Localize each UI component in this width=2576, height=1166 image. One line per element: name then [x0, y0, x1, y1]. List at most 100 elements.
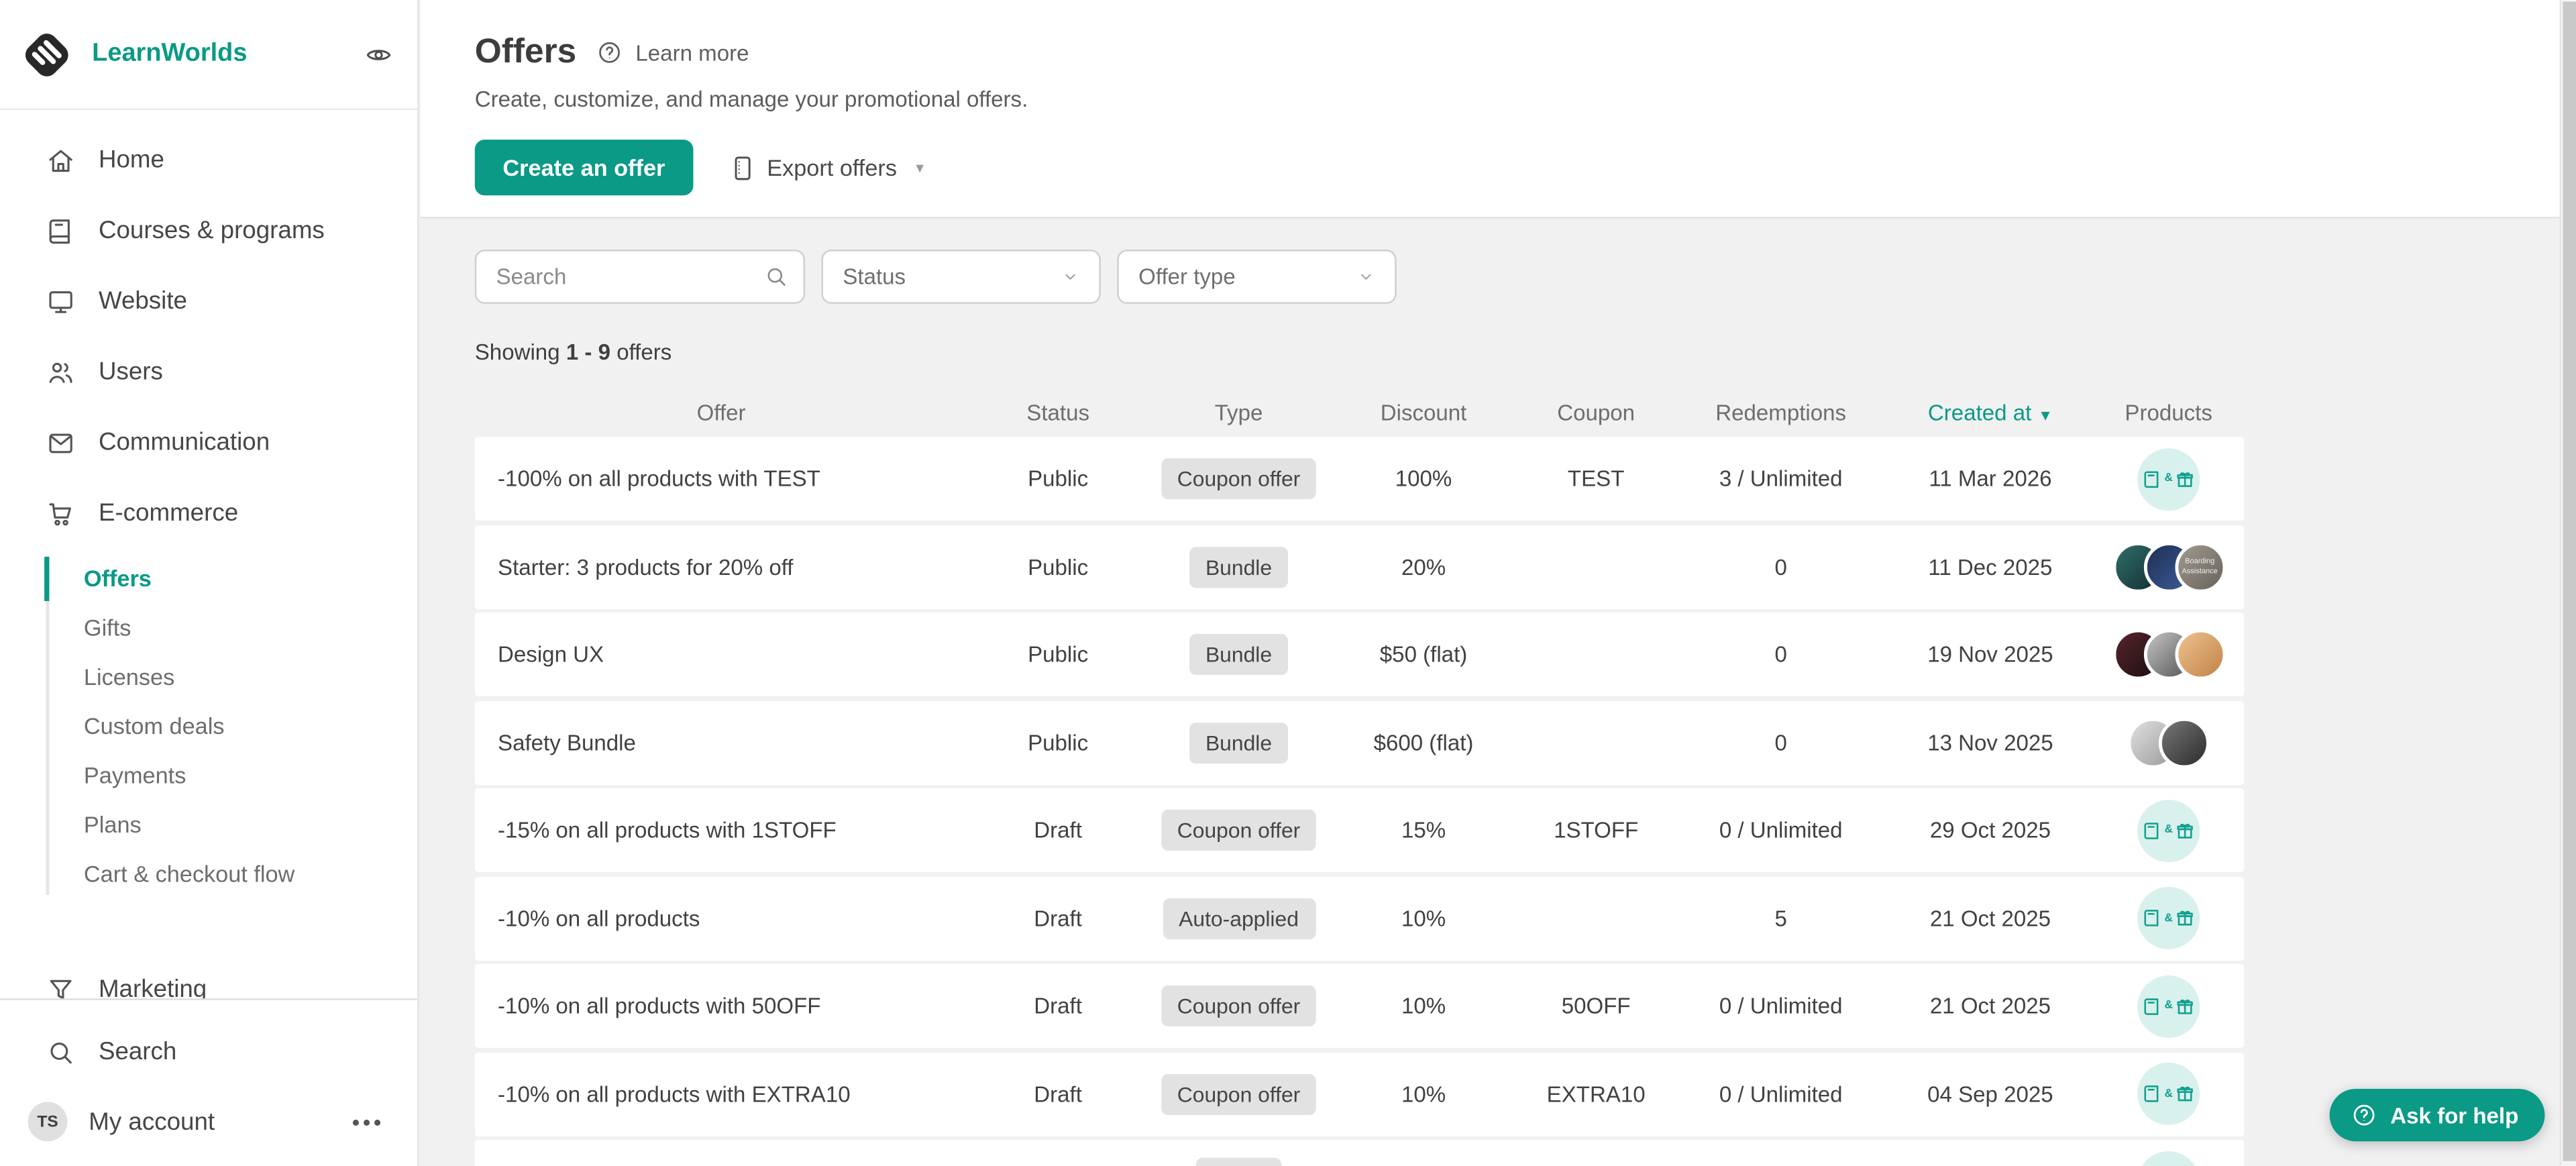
offer-type-badge: Bundle — [1189, 721, 1289, 763]
sidebar-item-courses-programs[interactable]: Courses & programs — [0, 195, 417, 266]
product-thumbnail: Boarding Assistance — [2174, 541, 2226, 592]
ask-for-help-button[interactable]: Ask for help — [2329, 1088, 2545, 1142]
page-scrollbar[interactable] — [2559, 0, 2576, 1166]
learn-more-link[interactable]: Learn more — [635, 40, 749, 65]
book-icon — [2143, 469, 2163, 488]
redemptions-cell: 0 / Unlimited — [1719, 818, 1843, 843]
type-cell: Bundle — [1148, 633, 1329, 676]
products-cell: & — [2093, 974, 2244, 1037]
page-subtitle: Create, customize, and manage your promo… — [474, 87, 1028, 112]
export-offers-label: Export offers — [767, 154, 897, 181]
submenu-item-offers[interactable]: Offers — [0, 553, 417, 602]
offer-row[interactable]: -10% on all products with 50OFF Draft Coup… — [474, 963, 2245, 1048]
gift-icon — [2174, 996, 2194, 1016]
ecommerce-submenu: Offers Gifts Licenses Custom deals Payments P… — [0, 549, 417, 918]
my-account-item[interactable]: TS My account ••• — [0, 1088, 417, 1157]
book-icon — [2143, 908, 2163, 928]
created-at-cell: 21 Oct 2025 — [1929, 993, 2051, 1018]
all-products-icon: & — [2137, 974, 2200, 1037]
offer-row[interactable]: Starter: 3 products for 20% off Public Bun… — [474, 525, 2245, 608]
sidebar-item-e-commerce[interactable]: E-commerce — [0, 478, 417, 548]
discount-cell: $50 (flat) — [1379, 642, 1468, 667]
product-thumbnail — [2158, 717, 2210, 768]
submenu-item-licenses[interactable]: Licenses — [83, 663, 175, 690]
status-filter-select[interactable]: Status — [821, 250, 1101, 304]
created-at-cell: 13 Nov 2025 — [1927, 730, 2053, 755]
submenu-item-payments[interactable]: Payments — [83, 761, 186, 788]
gift-icon — [2174, 1084, 2194, 1104]
account-menu-ellipsis-icon[interactable]: ••• — [352, 1109, 385, 1134]
sort-desc-caret-icon: ▼ — [2038, 407, 2053, 424]
sidebar-item-website[interactable]: Website — [0, 266, 417, 337]
all-products-icon: & — [2137, 447, 2200, 511]
chevron-down-icon — [1357, 268, 1375, 286]
offer-name-cell: Starter: 3 products for 20% off — [498, 554, 794, 579]
discount-cell: 10% — [1401, 906, 1446, 931]
offer-row[interactable]: Safety Bundle Public Bundle $600 (flat) 0 13 … — [474, 700, 2245, 784]
offer-row[interactable]: -10% on all products with EXTRA10 Draft Co… — [474, 1051, 2245, 1136]
column-header-products[interactable]: Products — [2125, 401, 2212, 426]
all-products-icon: & — [2137, 798, 2200, 861]
sidebar-item-users[interactable]: Users — [0, 337, 417, 407]
scrollbar-thumb[interactable] — [2563, 1, 2576, 1161]
status-cell: Public — [1028, 730, 1089, 755]
preview-site-eye-icon[interactable] — [365, 40, 393, 68]
status-filter-label: Status — [843, 264, 906, 289]
discount-cell: 10% — [1401, 1081, 1446, 1106]
discount-cell: 15% — [1401, 818, 1446, 843]
submenu-item-plans[interactable]: Plans — [83, 811, 142, 838]
offer-row[interactable]: -10% on all products Draft Auto-applied 10%… — [474, 876, 2245, 960]
status-cell: Public — [1028, 466, 1089, 491]
offer-type-badge: Auto-applied — [1162, 897, 1316, 939]
offer-row[interactable]: & — [474, 1139, 2245, 1166]
submenu-item-gifts[interactable]: Gifts — [83, 614, 131, 641]
offers-table: Offer Status Type Discount Coupon Redemptions… — [474, 389, 2245, 1166]
column-header-created-at[interactable]: Created at ▼ — [1927, 401, 2053, 426]
type-cell: Coupon offer — [1148, 985, 1329, 1026]
created-at-cell: 11 Mar 2026 — [1929, 466, 2052, 491]
offer-row[interactable]: Design UX Public Bundle $50 (flat) 0 19 Nov 2… — [474, 613, 2245, 696]
brand-name: LearnWorlds — [92, 39, 248, 68]
type-cell: Coupon offer — [1148, 1073, 1329, 1114]
create-offer-button[interactable]: Create an offer — [474, 140, 694, 196]
type-cell: Bundle — [1148, 545, 1329, 588]
search-input[interactable] — [474, 250, 806, 304]
offer-type-badge: Coupon offer — [1161, 809, 1317, 851]
offer-type-badge: Bundle — [1189, 633, 1289, 676]
all-products-icon: & — [2137, 1062, 2200, 1125]
submenu-item-custom-deals[interactable]: Custom deals — [83, 712, 225, 739]
offer-name-cell: -100% on all products with TEST — [498, 466, 820, 491]
help-circle-icon[interactable] — [596, 40, 623, 66]
column-header-discount[interactable]: Discount — [1380, 401, 1467, 426]
offer-row[interactable]: -15% on all products with 1STOFF Draft Cou… — [474, 788, 2245, 872]
users-icon — [46, 357, 76, 386]
mail-icon — [46, 428, 76, 458]
column-header-redemptions[interactable]: Redemptions — [1715, 401, 1847, 426]
offer-type-filter-select[interactable]: Offer type — [1117, 250, 1397, 304]
status-cell: Public — [1028, 642, 1089, 667]
products-cell — [2093, 629, 2244, 680]
submenu-item-cart-checkout-flow[interactable]: Cart & checkout flow — [83, 860, 295, 887]
gift-icon — [2174, 820, 2194, 840]
ask-for-help-label: Ask for help — [2390, 1102, 2519, 1128]
export-offers-button[interactable]: Export offers ▼ — [727, 154, 926, 182]
offer-name-cell: Design UX — [498, 642, 604, 667]
offer-row[interactable]: -100% on all products with TEST Public Cou… — [474, 437, 2245, 521]
column-header-coupon[interactable]: Coupon — [1557, 401, 1635, 426]
sidebar: LearnWorlds Home Courses & programs Websit… — [0, 0, 419, 1166]
products-cell: & — [2093, 1150, 2244, 1166]
column-header-status[interactable]: Status — [1026, 401, 1090, 426]
discount-cell: 10% — [1401, 993, 1446, 1018]
offers-search-box — [474, 250, 806, 304]
discount-cell: $600 (flat) — [1373, 730, 1474, 755]
redemptions-cell: 0 / Unlimited — [1719, 993, 1843, 1018]
sidebar-bottom: Search TS My account ••• — [0, 998, 418, 1166]
sidebar-item-search[interactable]: Search — [0, 1016, 417, 1087]
home-icon — [46, 146, 76, 175]
sidebar-item-communication[interactable]: Communication — [0, 407, 417, 478]
status-cell: Draft — [1034, 993, 1082, 1018]
column-header-type[interactable]: Type — [1214, 401, 1263, 426]
column-header-offer[interactable]: Offer — [696, 401, 746, 426]
sidebar-item-home[interactable]: Home — [0, 125, 417, 195]
